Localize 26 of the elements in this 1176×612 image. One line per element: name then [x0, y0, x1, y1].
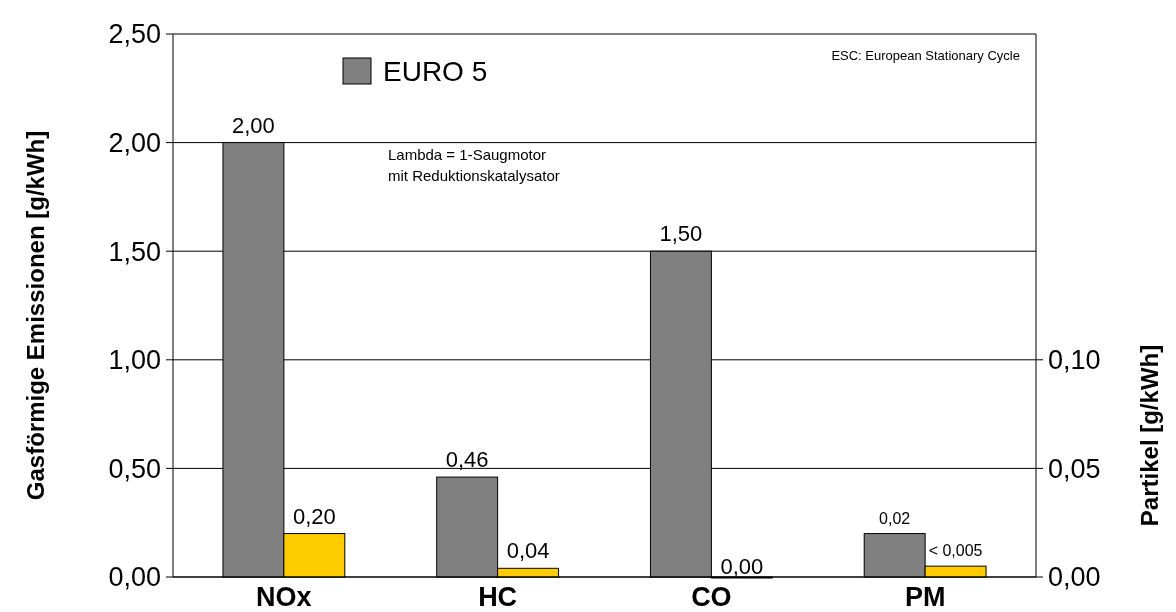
y-axis-title: Gasförmige Emissionen [g/kWh] — [22, 130, 49, 501]
data-label: 0,00 — [720, 554, 764, 579]
x-tick-label: CO — [691, 582, 732, 612]
data-label: 0,20 — [292, 503, 336, 529]
data-label: 0,46 — [445, 447, 489, 473]
y2-tick-label: 0,05 — [1048, 453, 1101, 484]
data-label: 1,50 — [659, 221, 703, 247]
annotation: Lambda = 1-Saugmotor mit Reduktionskatalysator — [388, 146, 560, 184]
y2-axis-title: Partikel [g/kWh] — [1136, 344, 1163, 527]
data-label: 0,02 — [879, 509, 911, 527]
x-tick-label: HC — [478, 582, 518, 612]
data-label: 0,04 — [506, 538, 550, 564]
data-label: 2,00 — [232, 112, 275, 138]
x-tick-label: NOx — [256, 582, 312, 612]
y-tick-label: 1,00 — [108, 345, 161, 376]
y-tick-label: 2,00 — [108, 128, 161, 159]
y-tick-label: 0,00 — [108, 562, 161, 593]
y-tick-label: 0,50 — [108, 453, 161, 484]
legend-label: EURO 5 — [383, 55, 488, 87]
annotation: ESC: European Stationary Cycle — [831, 48, 1020, 63]
y-tick-label: 2,50 — [108, 19, 161, 50]
y2-tick-label: 0,00 — [1048, 562, 1101, 593]
y2-tick-label: 0,10 — [1048, 345, 1101, 376]
x-tick-label: PM — [904, 582, 946, 612]
data-label: < 0,005 — [928, 542, 983, 560]
y-tick-label: 1,50 — [108, 236, 161, 267]
